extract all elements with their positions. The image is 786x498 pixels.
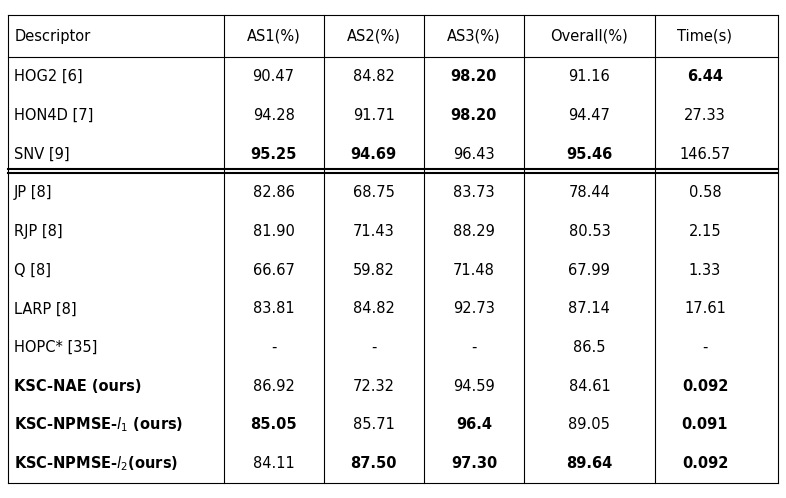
Text: 27.33: 27.33 <box>684 108 725 123</box>
Text: 90.47: 90.47 <box>252 69 295 84</box>
Text: 87.14: 87.14 <box>568 301 611 316</box>
Text: Time(s): Time(s) <box>678 28 733 44</box>
Text: 84.82: 84.82 <box>353 301 395 316</box>
Text: 96.4: 96.4 <box>456 417 492 432</box>
Text: -: - <box>702 340 707 355</box>
Text: LARP [8]: LARP [8] <box>14 301 77 316</box>
Text: AS1(%): AS1(%) <box>247 28 300 44</box>
Text: 95.46: 95.46 <box>566 146 612 161</box>
Text: 87.50: 87.50 <box>351 456 397 471</box>
Text: 95.25: 95.25 <box>251 146 297 161</box>
Text: Q [8]: Q [8] <box>14 262 51 278</box>
Text: HOPC* [35]: HOPC* [35] <box>14 340 97 355</box>
Text: 81.90: 81.90 <box>252 224 295 239</box>
Text: 68.75: 68.75 <box>353 185 395 200</box>
Text: 71.43: 71.43 <box>353 224 395 239</box>
Text: 85.71: 85.71 <box>353 417 395 432</box>
Text: HON4D [7]: HON4D [7] <box>14 108 94 123</box>
Text: 96.43: 96.43 <box>453 146 494 161</box>
Text: -: - <box>371 340 376 355</box>
Text: 94.47: 94.47 <box>568 108 611 123</box>
Text: 89.64: 89.64 <box>566 456 612 471</box>
Text: 86.5: 86.5 <box>573 340 606 355</box>
Text: 83.73: 83.73 <box>453 185 494 200</box>
Text: 97.30: 97.30 <box>450 456 497 471</box>
Text: 0.092: 0.092 <box>681 456 728 471</box>
Text: 82.86: 82.86 <box>252 185 295 200</box>
Text: 94.69: 94.69 <box>351 146 397 161</box>
Text: 17.61: 17.61 <box>684 301 726 316</box>
Text: 85.05: 85.05 <box>250 417 297 432</box>
Text: 72.32: 72.32 <box>353 379 395 394</box>
Text: 66.67: 66.67 <box>252 262 295 278</box>
Text: 84.61: 84.61 <box>568 379 610 394</box>
Text: 83.81: 83.81 <box>253 301 295 316</box>
Text: 92.73: 92.73 <box>453 301 495 316</box>
Text: 71.48: 71.48 <box>453 262 495 278</box>
Text: 146.57: 146.57 <box>679 146 730 161</box>
Text: 0.091: 0.091 <box>681 417 728 432</box>
Text: Descriptor: Descriptor <box>14 28 90 44</box>
Text: 98.20: 98.20 <box>450 69 497 84</box>
Text: 91.16: 91.16 <box>568 69 610 84</box>
Text: 0.092: 0.092 <box>681 379 728 394</box>
Text: 59.82: 59.82 <box>353 262 395 278</box>
Text: 78.44: 78.44 <box>568 185 611 200</box>
Text: 84.11: 84.11 <box>253 456 295 471</box>
Text: RJP [8]: RJP [8] <box>14 224 63 239</box>
Text: 2.15: 2.15 <box>689 224 722 239</box>
Text: 80.53: 80.53 <box>568 224 610 239</box>
Text: -: - <box>471 340 476 355</box>
Text: KSC-NPMSE-$l_1$ (ours): KSC-NPMSE-$l_1$ (ours) <box>14 416 183 434</box>
Text: 86.92: 86.92 <box>252 379 295 394</box>
Text: AS3(%): AS3(%) <box>447 28 501 44</box>
Text: 89.05: 89.05 <box>568 417 611 432</box>
Text: AS2(%): AS2(%) <box>347 28 401 44</box>
Text: 67.99: 67.99 <box>568 262 611 278</box>
Text: Overall(%): Overall(%) <box>550 28 628 44</box>
Text: 6.44: 6.44 <box>687 69 723 84</box>
Text: 91.71: 91.71 <box>353 108 395 123</box>
Text: HOG2 [6]: HOG2 [6] <box>14 69 83 84</box>
Text: 94.28: 94.28 <box>252 108 295 123</box>
Text: KSC-NPMSE-$l_2$(ours): KSC-NPMSE-$l_2$(ours) <box>14 454 178 473</box>
Text: -: - <box>271 340 277 355</box>
Text: 88.29: 88.29 <box>453 224 495 239</box>
Text: 84.82: 84.82 <box>353 69 395 84</box>
Text: 94.59: 94.59 <box>453 379 494 394</box>
Text: 0.58: 0.58 <box>689 185 722 200</box>
Text: JP [8]: JP [8] <box>14 185 53 200</box>
Text: KSC-NAE (ours): KSC-NAE (ours) <box>14 379 141 394</box>
Text: SNV [9]: SNV [9] <box>14 146 70 161</box>
Text: 1.33: 1.33 <box>689 262 721 278</box>
Text: 98.20: 98.20 <box>450 108 497 123</box>
